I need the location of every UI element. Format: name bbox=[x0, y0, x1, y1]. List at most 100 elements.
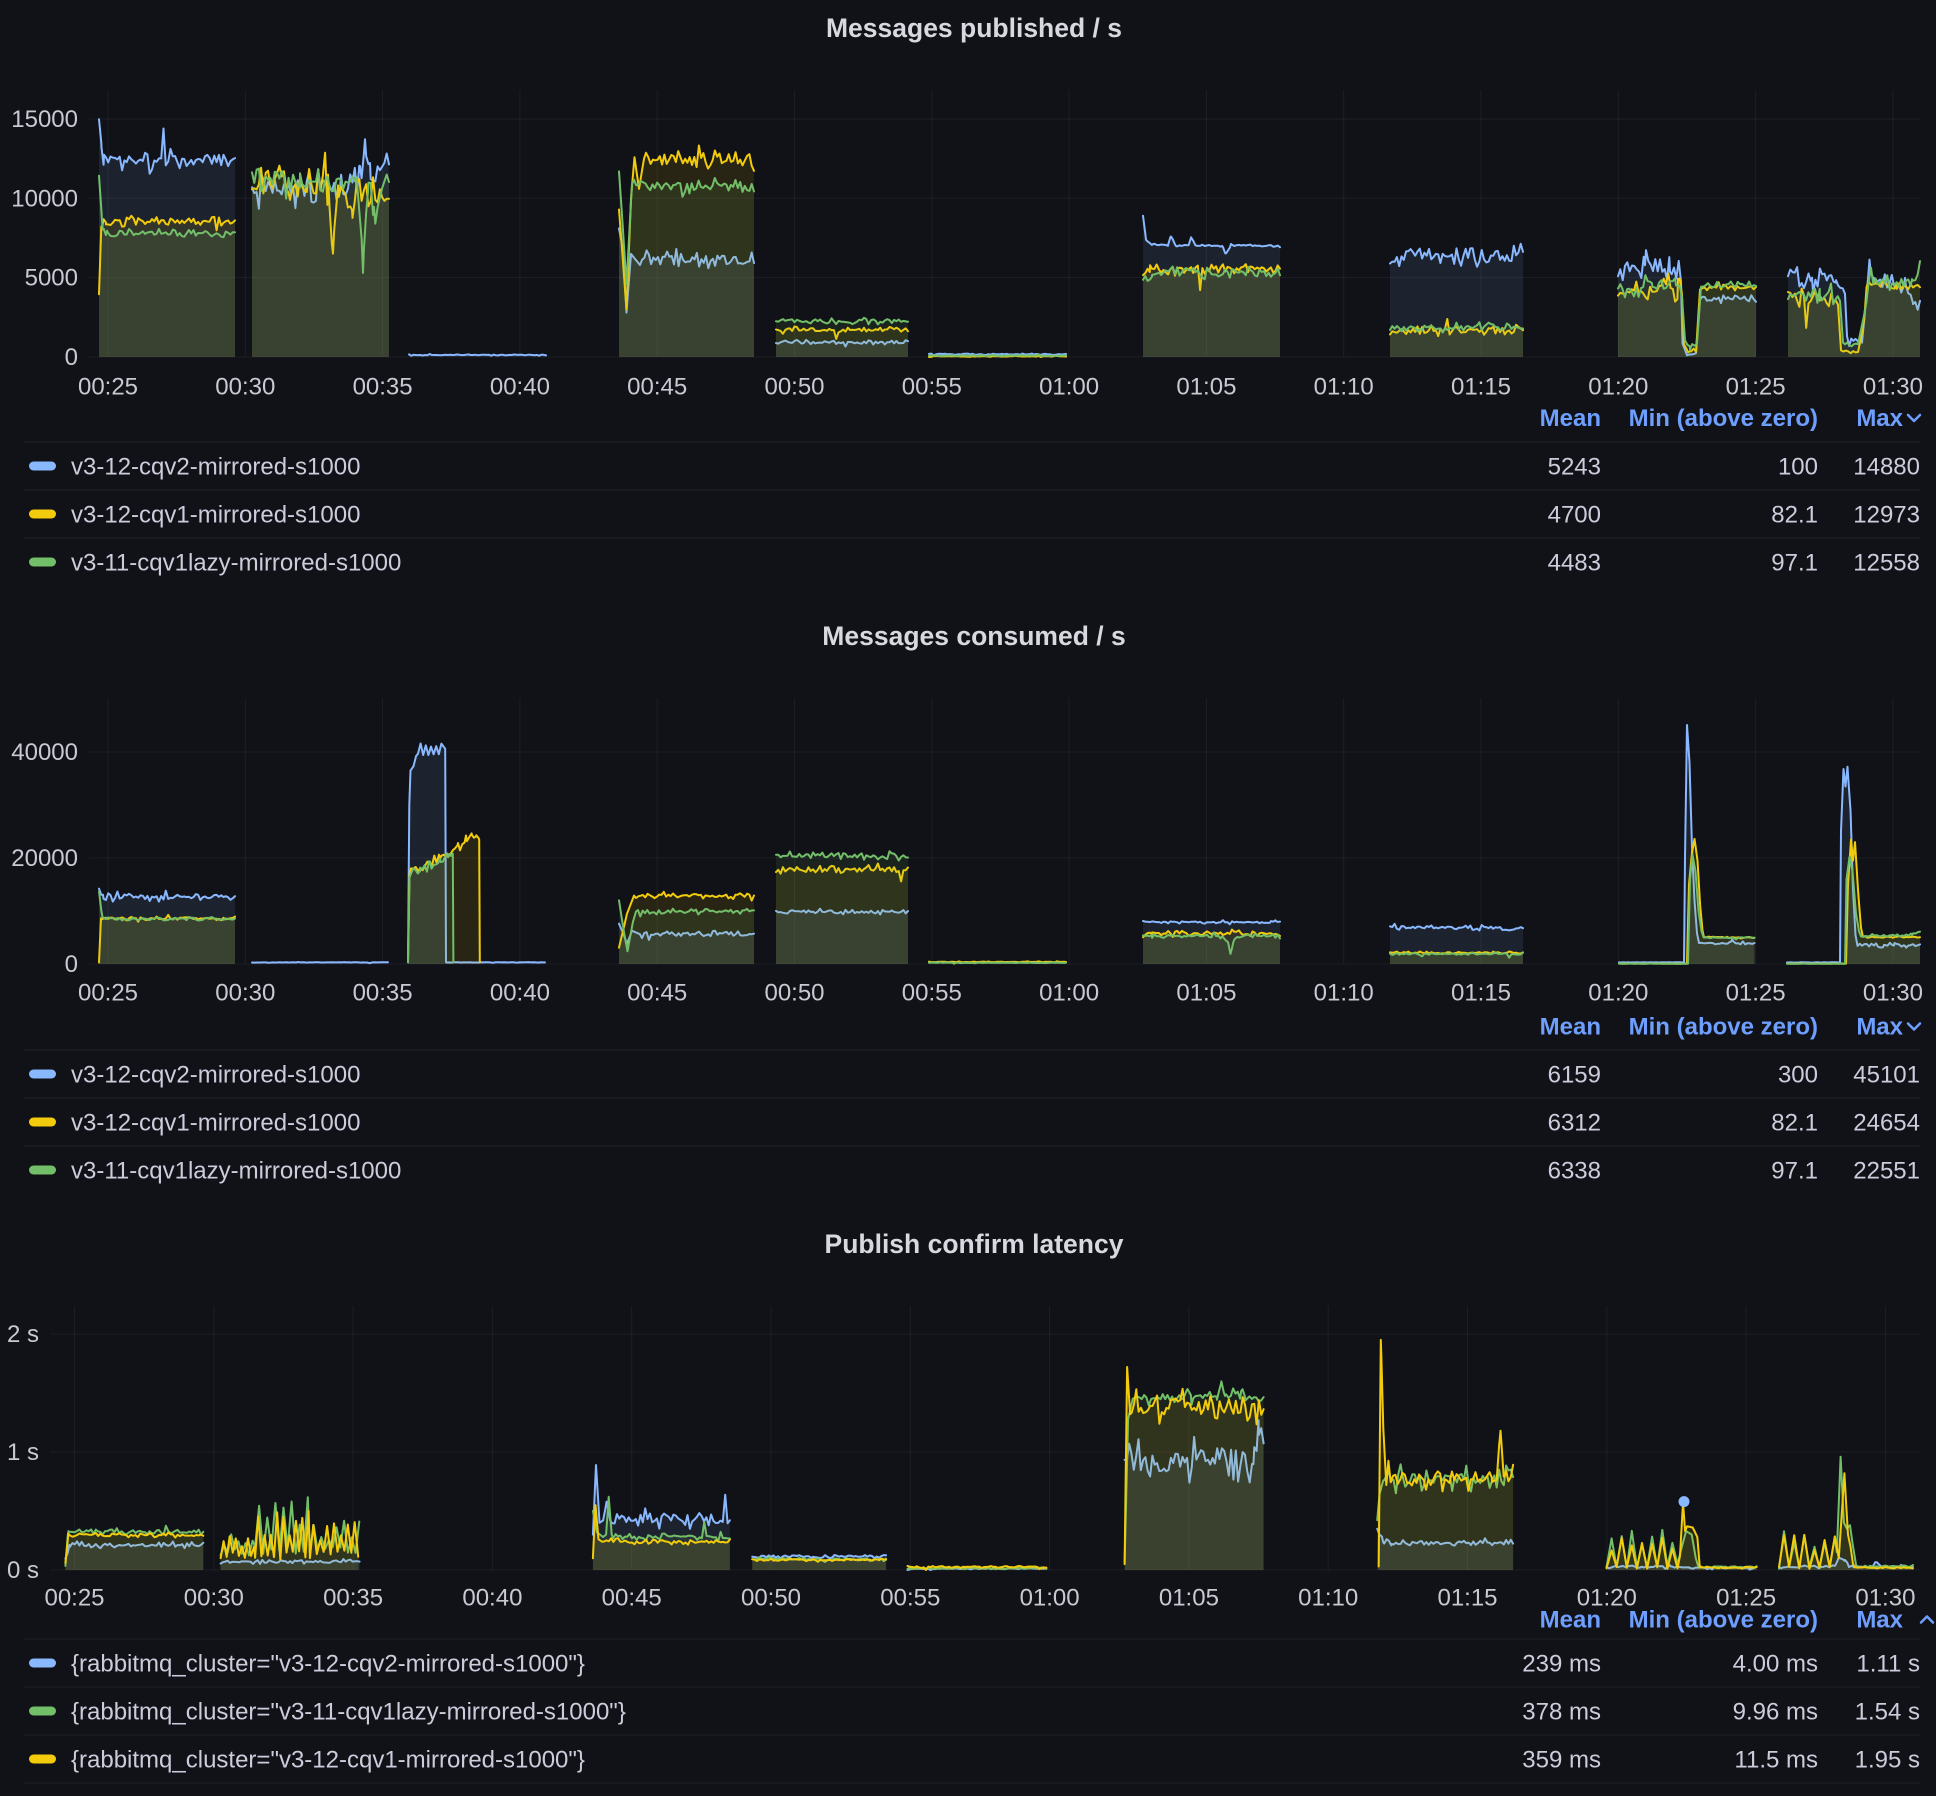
svg-text:00:45: 00:45 bbox=[627, 980, 687, 1007]
svg-text:01:00: 01:00 bbox=[1039, 374, 1099, 401]
svg-text:01:25: 01:25 bbox=[1716, 1585, 1776, 1612]
svg-text:Max: Max bbox=[1856, 1014, 1903, 1041]
svg-text:00:45: 00:45 bbox=[602, 1585, 662, 1612]
svg-text:01:15: 01:15 bbox=[1451, 374, 1511, 401]
svg-text:{rabbitmq_cluster="v3-12-cqv2-: {rabbitmq_cluster="v3-12-cqv2-mirrored-s… bbox=[71, 1651, 585, 1678]
svg-text:01:10: 01:10 bbox=[1298, 1585, 1358, 1612]
svg-text:6159: 6159 bbox=[1548, 1062, 1601, 1089]
svg-text:01:15: 01:15 bbox=[1451, 980, 1511, 1007]
svg-text:9.96 ms: 9.96 ms bbox=[1733, 1699, 1818, 1726]
svg-text:Min (above zero): Min (above zero) bbox=[1629, 1607, 1818, 1634]
svg-text:01:30: 01:30 bbox=[1863, 374, 1923, 401]
svg-text:00:30: 00:30 bbox=[184, 1585, 244, 1612]
svg-text:6312: 6312 bbox=[1548, 1110, 1601, 1137]
svg-text:22551: 22551 bbox=[1853, 1158, 1920, 1185]
svg-text:Min (above zero): Min (above zero) bbox=[1629, 405, 1818, 432]
svg-text:00:45: 00:45 bbox=[627, 374, 687, 401]
svg-text:Max: Max bbox=[1856, 1607, 1903, 1634]
svg-text:01:10: 01:10 bbox=[1314, 374, 1374, 401]
svg-text:v3-12-cqv2-mirrored-s1000: v3-12-cqv2-mirrored-s1000 bbox=[71, 454, 360, 481]
svg-text:00:40: 00:40 bbox=[490, 374, 550, 401]
svg-text:15000: 15000 bbox=[11, 106, 78, 133]
svg-text:00:55: 00:55 bbox=[880, 1585, 940, 1612]
svg-text:1.95 s: 1.95 s bbox=[1855, 1747, 1920, 1774]
svg-text:97.1: 97.1 bbox=[1771, 550, 1818, 577]
svg-text:01:05: 01:05 bbox=[1176, 374, 1236, 401]
svg-text:45101: 45101 bbox=[1853, 1062, 1920, 1089]
svg-text:14880: 14880 bbox=[1853, 454, 1920, 481]
svg-text:v3-12-cqv1-mirrored-s1000: v3-12-cqv1-mirrored-s1000 bbox=[71, 502, 360, 529]
svg-text:2 s: 2 s bbox=[7, 1321, 39, 1348]
svg-text:5000: 5000 bbox=[25, 265, 78, 292]
svg-text:Min (above zero): Min (above zero) bbox=[1629, 1014, 1818, 1041]
svg-text:12558: 12558 bbox=[1853, 550, 1920, 577]
svg-text:12973: 12973 bbox=[1853, 502, 1920, 529]
svg-text:01:05: 01:05 bbox=[1176, 980, 1236, 1007]
svg-text:5243: 5243 bbox=[1548, 454, 1601, 481]
svg-text:01:05: 01:05 bbox=[1159, 1585, 1219, 1612]
svg-text:Max: Max bbox=[1856, 405, 1903, 432]
svg-text:00:25: 00:25 bbox=[78, 374, 138, 401]
svg-text:00:40: 00:40 bbox=[462, 1585, 522, 1612]
svg-text:00:35: 00:35 bbox=[323, 1585, 383, 1612]
svg-text:00:50: 00:50 bbox=[764, 980, 824, 1007]
svg-text:00:55: 00:55 bbox=[902, 980, 962, 1007]
svg-text:00:40: 00:40 bbox=[490, 980, 550, 1007]
svg-text:100: 100 bbox=[1778, 454, 1818, 481]
svg-text:01:20: 01:20 bbox=[1577, 1585, 1637, 1612]
svg-text:82.1: 82.1 bbox=[1771, 502, 1818, 529]
svg-text:82.1: 82.1 bbox=[1771, 1110, 1818, 1137]
svg-text:00:35: 00:35 bbox=[353, 980, 413, 1007]
svg-text:v3-11-cqv1lazy-mirrored-s1000: v3-11-cqv1lazy-mirrored-s1000 bbox=[71, 1158, 401, 1185]
svg-text:1.54 s: 1.54 s bbox=[1855, 1699, 1920, 1726]
svg-text:00:30: 00:30 bbox=[215, 374, 275, 401]
svg-text:00:25: 00:25 bbox=[44, 1585, 104, 1612]
svg-text:v3-12-cqv1-mirrored-s1000: v3-12-cqv1-mirrored-s1000 bbox=[71, 1110, 360, 1137]
svg-text:01:30: 01:30 bbox=[1855, 1585, 1915, 1612]
svg-text:Messages consumed / s: Messages consumed / s bbox=[822, 621, 1125, 651]
svg-text:01:20: 01:20 bbox=[1588, 980, 1648, 1007]
svg-text:v3-12-cqv2-mirrored-s1000: v3-12-cqv2-mirrored-s1000 bbox=[71, 1062, 360, 1089]
svg-text:4700: 4700 bbox=[1548, 502, 1601, 529]
svg-text:239 ms: 239 ms bbox=[1522, 1651, 1601, 1678]
svg-text:359 ms: 359 ms bbox=[1522, 1747, 1601, 1774]
svg-text:4.00 ms: 4.00 ms bbox=[1733, 1651, 1818, 1678]
svg-text:0 s: 0 s bbox=[7, 1557, 39, 1584]
svg-text:Publish confirm latency: Publish confirm latency bbox=[825, 1229, 1124, 1259]
svg-text:4483: 4483 bbox=[1548, 550, 1601, 577]
svg-text:11.5 ms: 11.5 ms bbox=[1734, 1747, 1818, 1774]
svg-text:Mean: Mean bbox=[1540, 1607, 1601, 1634]
svg-text:01:20: 01:20 bbox=[1588, 374, 1648, 401]
svg-text:01:25: 01:25 bbox=[1726, 374, 1786, 401]
svg-text:01:00: 01:00 bbox=[1020, 1585, 1080, 1612]
svg-text:Mean: Mean bbox=[1540, 405, 1601, 432]
svg-text:20000: 20000 bbox=[11, 845, 78, 872]
svg-text:00:55: 00:55 bbox=[902, 374, 962, 401]
svg-text:00:50: 00:50 bbox=[741, 1585, 801, 1612]
svg-text:Mean: Mean bbox=[1540, 1014, 1601, 1041]
svg-text:01:30: 01:30 bbox=[1863, 980, 1923, 1007]
svg-text:378 ms: 378 ms bbox=[1522, 1699, 1601, 1726]
svg-text:1.11 s: 1.11 s bbox=[1856, 1651, 1920, 1678]
svg-text:{rabbitmq_cluster="v3-12-cqv1-: {rabbitmq_cluster="v3-12-cqv1-mirrored-s… bbox=[71, 1747, 585, 1774]
svg-text:01:25: 01:25 bbox=[1726, 980, 1786, 1007]
svg-text:97.1: 97.1 bbox=[1771, 1158, 1818, 1185]
svg-text:Messages published / s: Messages published / s bbox=[826, 13, 1122, 43]
svg-text:6338: 6338 bbox=[1548, 1158, 1601, 1185]
svg-text:40000: 40000 bbox=[11, 739, 78, 766]
svg-text:00:35: 00:35 bbox=[353, 374, 413, 401]
svg-text:00:50: 00:50 bbox=[764, 374, 824, 401]
svg-text:01:00: 01:00 bbox=[1039, 980, 1099, 1007]
svg-text:00:30: 00:30 bbox=[215, 980, 275, 1007]
svg-text:01:15: 01:15 bbox=[1437, 1585, 1497, 1612]
svg-text:0: 0 bbox=[65, 951, 78, 978]
svg-text:0: 0 bbox=[65, 344, 78, 371]
svg-text:{rabbitmq_cluster="v3-11-cqv1l: {rabbitmq_cluster="v3-11-cqv1lazy-mirror… bbox=[71, 1699, 626, 1726]
svg-text:24654: 24654 bbox=[1853, 1110, 1920, 1137]
svg-text:v3-11-cqv1lazy-mirrored-s1000: v3-11-cqv1lazy-mirrored-s1000 bbox=[71, 550, 401, 577]
svg-text:300: 300 bbox=[1778, 1062, 1818, 1089]
svg-text:00:25: 00:25 bbox=[78, 980, 138, 1007]
svg-text:10000: 10000 bbox=[11, 185, 78, 212]
svg-text:1 s: 1 s bbox=[7, 1439, 39, 1466]
svg-text:01:10: 01:10 bbox=[1314, 980, 1374, 1007]
